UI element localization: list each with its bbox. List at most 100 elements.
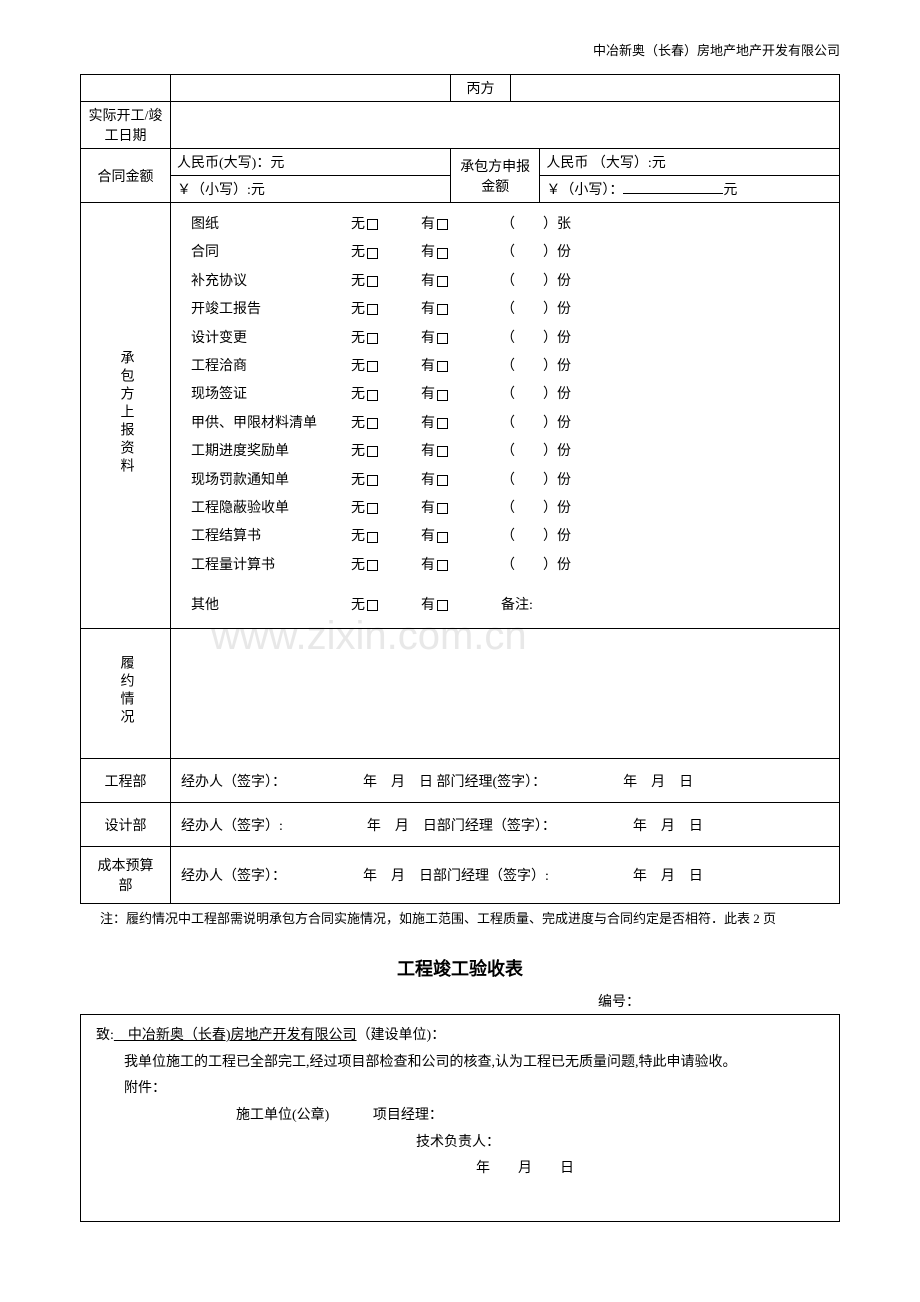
doc-name: 合同 — [191, 242, 351, 264]
cell-third-party-label: 丙方 — [451, 75, 511, 102]
doc-row: 设计变更无有（ ）份 — [191, 325, 819, 353]
doc-name: 设计变更 — [191, 328, 351, 350]
doc-yes: 有 — [421, 595, 501, 617]
doc-unit: （ ）份 — [501, 328, 819, 350]
cell-eng-dept-label: 工程部 — [81, 759, 171, 803]
doc-no: 无 — [351, 328, 421, 350]
doc-name: 开竣工报告 — [191, 299, 351, 321]
doc-no: 无 — [351, 498, 421, 520]
doc-no: 无 — [351, 413, 421, 435]
to-line: 致: 中冶新奥（长春)房地产开发有限公司（建设单位)： — [96, 1023, 824, 1050]
cell-perf-value: www.zixin.com.cn — [171, 629, 840, 759]
doc-yes: 有 — [421, 441, 501, 463]
doc-no: 无 — [351, 470, 421, 492]
doc-row: 现场签证无有（ ）份 — [191, 381, 819, 409]
doc-no: 无 — [351, 271, 421, 293]
doc-name: 工程量计算书 — [191, 555, 351, 577]
doc-no: 无 — [351, 299, 421, 321]
doc-row: 合同无有（ ）份 — [191, 239, 819, 267]
doc-name: 补充协议 — [191, 271, 351, 293]
doc-row: 工程量计算书无有（ ）份 — [191, 552, 819, 580]
doc-unit: （ ）张 — [501, 214, 819, 236]
note-text: 注：履约情况中工程部需说明承包方合同实施情况，如施工范围、工程质量、完成进度与合… — [80, 904, 840, 935]
cell-eng-dept-sign: 经办人（签字）： 年 月 日 部门经理(签字）： 年 月 日 — [171, 759, 840, 803]
doc-yes: 有 — [421, 271, 501, 293]
doc-unit: （ ）份 — [501, 299, 819, 321]
doc-yes: 有 — [421, 498, 501, 520]
doc-row: 图纸无有（ ）张 — [191, 211, 819, 239]
doc-row-other: 其他无有备注: — [191, 592, 819, 620]
doc-row: 工程隐蔽验收单无有（ ）份 — [191, 495, 819, 523]
cell-docs-list: 图纸无有（ ）张合同无有（ ）份补充协议无有（ ）份开竣工报告无有（ ）份设计变… — [171, 203, 840, 629]
doc-row: 工程结算书无有（ ）份 — [191, 523, 819, 551]
main-table: 丙方 实际开工/竣工日期 合同金额 人民币(大写)：元 承包方申报金额 人民币 … — [80, 74, 840, 904]
doc-yes: 有 — [421, 526, 501, 548]
doc-row: 甲供、甲限材料清单无有（ ）份 — [191, 410, 819, 438]
doc-yes: 有 — [421, 470, 501, 492]
attachment-line: 附件： — [96, 1076, 824, 1103]
cell-rmb-lower: ￥（小写）:元 — [171, 176, 451, 203]
doc-yes: 有 — [421, 214, 501, 236]
doc-name: 工期进度奖励单 — [191, 441, 351, 463]
doc-no: 无 — [351, 555, 421, 577]
doc-yes: 有 — [421, 356, 501, 378]
doc-no: 无 — [351, 441, 421, 463]
company-header: 中冶新奥（长春）房地产地产开发有限公司 — [80, 40, 840, 59]
doc-row: 工程洽商无有（ ）份 — [191, 353, 819, 381]
body-line: 我单位施工的工程已全部完工,经过项目部检查和公司的核查,认为工程已无质量问题,特… — [96, 1050, 824, 1077]
cell-apply-amount-label: 承包方申报金额 — [451, 149, 540, 203]
doc-unit: （ ）份 — [501, 441, 819, 463]
cell-date-label: 实际开工/竣工日期 — [81, 102, 171, 149]
doc-name: 其他 — [191, 595, 351, 617]
section2-title: 工程竣工验收表 — [80, 955, 840, 981]
doc-yes: 有 — [421, 328, 501, 350]
doc-name: 甲供、甲限材料清单 — [191, 413, 351, 435]
cell-docs-label: 承包方上报资料 — [81, 203, 171, 629]
doc-remark: 备注: — [501, 595, 819, 617]
doc-no: 无 — [351, 356, 421, 378]
doc-unit: （ ）份 — [501, 555, 819, 577]
tech-line: 技术负责人： — [96, 1130, 824, 1157]
doc-name: 现场罚款通知单 — [191, 470, 351, 492]
doc-unit: （ ）份 — [501, 470, 819, 492]
doc-name: 工程隐蔽验收单 — [191, 498, 351, 520]
doc-yes: 有 — [421, 555, 501, 577]
cell-design-dept-sign: 经办人（签字）: 年 月 日部门经理（签字）： 年 月 日 — [171, 803, 840, 847]
cell-blank1 — [81, 75, 171, 102]
doc-no: 无 — [351, 595, 421, 617]
cell-cost-dept-sign: 经办人（签字）： 年 月 日部门经理（签字）: 年 月 日 — [171, 847, 840, 904]
doc-yes: 有 — [421, 384, 501, 406]
doc-no: 无 — [351, 384, 421, 406]
section2-box: 致: 中冶新奥（长春)房地产开发有限公司（建设单位)： 我单位施工的工程已全部完… — [80, 1014, 840, 1222]
doc-row: 开竣工报告无有（ ）份 — [191, 296, 819, 324]
doc-name: 工程洽商 — [191, 356, 351, 378]
doc-unit: （ ）份 — [501, 413, 819, 435]
cell-blank2 — [171, 75, 451, 102]
doc-unit: （ ）份 — [501, 242, 819, 264]
cell-rmb-upper-right: 人民币 （大写）:元 — [540, 149, 840, 176]
doc-yes: 有 — [421, 242, 501, 264]
cell-perf-label: 履约情况 — [81, 629, 171, 759]
doc-no: 无 — [351, 526, 421, 548]
doc-unit: （ ）份 — [501, 356, 819, 378]
cell-third-party-value — [511, 75, 840, 102]
doc-name: 图纸 — [191, 214, 351, 236]
doc-unit: （ ）份 — [501, 526, 819, 548]
date-line: 年 月 日 — [96, 1156, 824, 1183]
doc-row: 补充协议无有（ ）份 — [191, 268, 819, 296]
cell-design-dept-label: 设计部 — [81, 803, 171, 847]
cell-cost-dept-label: 成本预算部 — [81, 847, 171, 904]
doc-unit: （ ）份 — [501, 271, 819, 293]
seal-line: 施工单位(公章) 项目经理： — [96, 1103, 824, 1130]
doc-row: 工期进度奖励单无有（ ）份 — [191, 438, 819, 466]
doc-no: 无 — [351, 242, 421, 264]
doc-unit: （ ）份 — [501, 498, 819, 520]
doc-yes: 有 — [421, 413, 501, 435]
doc-no: 无 — [351, 214, 421, 236]
doc-row: 现场罚款通知单无有（ ）份 — [191, 467, 819, 495]
cell-rmb-lower-right: ￥（小写）：元 — [540, 176, 840, 203]
doc-yes: 有 — [421, 299, 501, 321]
cell-contract-amount-label: 合同金额 — [81, 149, 171, 203]
doc-unit: （ ）份 — [501, 384, 819, 406]
cell-rmb-upper: 人民币(大写)：元 — [171, 149, 451, 176]
